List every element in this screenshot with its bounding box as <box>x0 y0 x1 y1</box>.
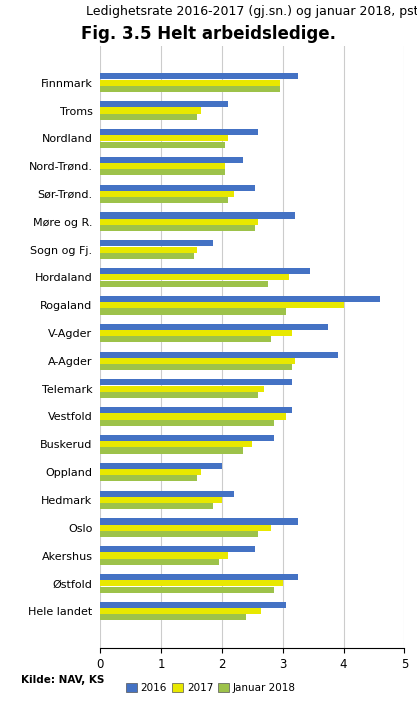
Bar <box>100 447 243 454</box>
Bar <box>100 169 225 176</box>
Bar <box>100 351 337 358</box>
Text: Kilde: NAV, KS: Kilde: NAV, KS <box>21 675 104 685</box>
Bar <box>100 525 271 531</box>
Bar <box>100 302 344 308</box>
Bar <box>100 268 310 274</box>
Bar <box>100 469 201 475</box>
Bar <box>100 497 222 503</box>
Bar <box>100 253 194 259</box>
Bar <box>100 364 292 370</box>
Bar <box>100 280 268 287</box>
Bar <box>100 240 213 246</box>
Bar <box>100 441 252 447</box>
Bar <box>100 475 198 481</box>
Bar <box>100 602 286 608</box>
Bar <box>100 129 259 135</box>
Bar <box>100 407 292 413</box>
Bar <box>100 531 259 537</box>
Bar <box>100 142 225 148</box>
Bar <box>100 435 274 441</box>
Legend: 2016, 2017, Januar 2018: 2016, 2017, Januar 2018 <box>122 679 300 697</box>
Bar <box>100 274 289 280</box>
Bar <box>100 358 295 364</box>
Bar <box>100 296 380 302</box>
Bar <box>100 197 228 203</box>
Bar <box>100 219 259 225</box>
Bar <box>100 336 271 343</box>
Title: Ledighetsrate 2016-2017 (gj.sn.) og januar 2018, pst: Ledighetsrate 2016-2017 (gj.sn.) og janu… <box>86 6 417 18</box>
Bar <box>100 185 255 190</box>
Bar <box>100 309 286 314</box>
Bar <box>100 413 286 420</box>
Bar <box>100 559 219 565</box>
Bar <box>100 74 298 79</box>
Bar <box>100 101 228 108</box>
Bar <box>100 386 264 392</box>
Bar <box>100 615 246 620</box>
Bar <box>100 546 255 552</box>
Bar <box>100 379 292 385</box>
Bar <box>100 225 255 231</box>
Text: Fig. 3.5 Helt arbeidsledige.: Fig. 3.5 Helt arbeidsledige. <box>81 25 336 42</box>
Bar <box>100 518 298 525</box>
Bar <box>100 420 274 426</box>
Bar <box>100 108 201 113</box>
Bar <box>100 86 280 92</box>
Bar <box>100 163 225 169</box>
Bar <box>100 491 234 497</box>
Bar <box>100 156 243 163</box>
Bar <box>100 574 298 580</box>
Bar <box>100 586 274 593</box>
Bar <box>100 246 198 253</box>
Bar <box>100 552 228 559</box>
Bar <box>100 114 198 120</box>
Bar <box>100 135 228 142</box>
Bar <box>100 330 292 336</box>
Bar <box>100 324 328 330</box>
Bar <box>100 581 283 586</box>
Bar <box>100 463 222 469</box>
Bar <box>100 79 280 86</box>
Bar <box>100 503 213 509</box>
Bar <box>100 212 295 219</box>
Bar <box>100 392 259 398</box>
Bar <box>100 608 261 615</box>
Bar <box>100 191 234 197</box>
